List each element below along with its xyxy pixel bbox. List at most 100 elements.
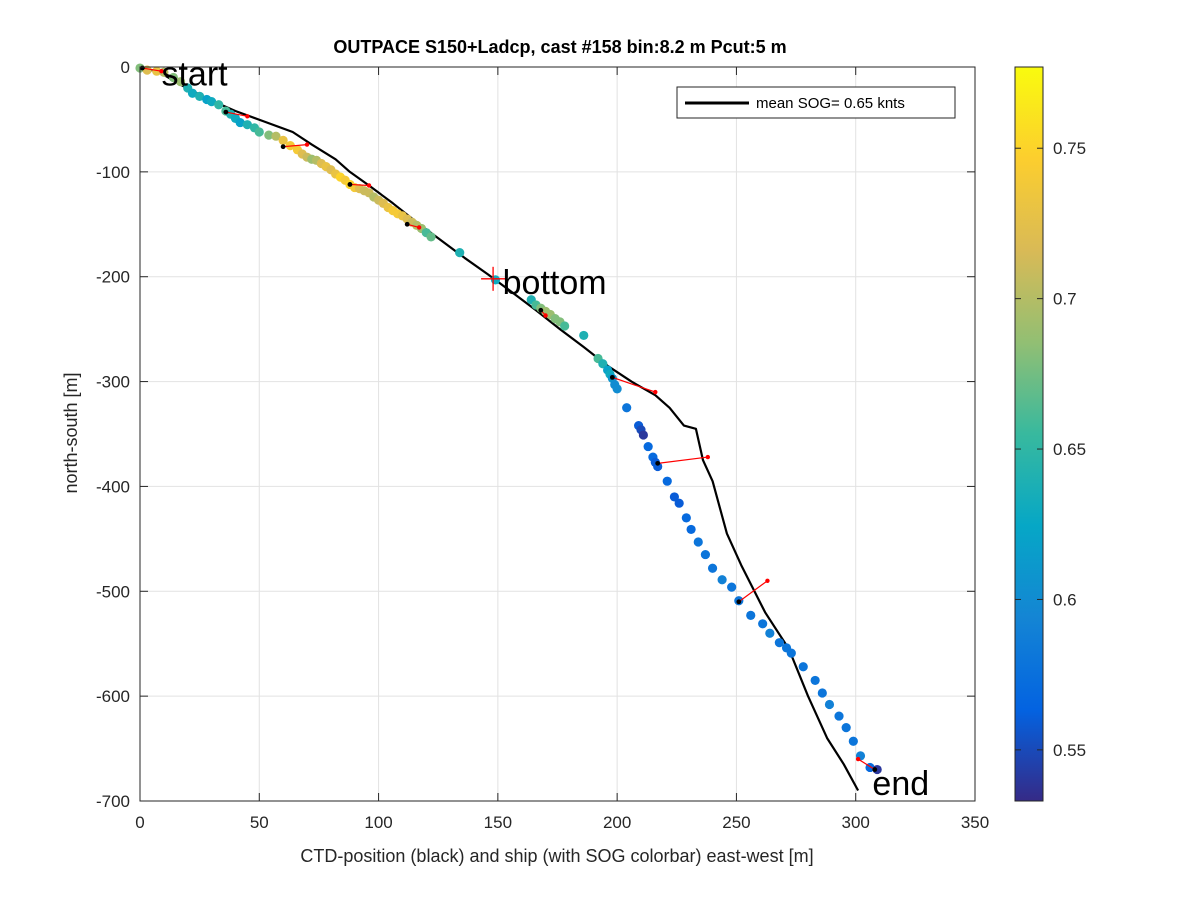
x-tick-label: 100 (364, 813, 392, 832)
colorbar-tick-label: 0.75 (1053, 139, 1086, 158)
colorbar-tick-label: 0.55 (1053, 741, 1086, 760)
ship-point (455, 247, 465, 258)
ship-point (622, 403, 632, 413)
ship-point (579, 330, 589, 341)
y-tick-label: -300 (96, 373, 130, 392)
x-axis-label: CTD-position (black) and ship (with SOG … (300, 846, 813, 866)
ship-point (598, 359, 608, 369)
ctd-link-point (855, 756, 861, 762)
ship-point (206, 97, 217, 107)
annotation-end: end (872, 765, 929, 803)
ship-point (490, 275, 501, 285)
x-tick-label: 50 (250, 813, 269, 832)
ctd-link-point (653, 389, 658, 395)
ship-point (817, 688, 827, 698)
offset-links (139, 65, 878, 772)
ship-point (746, 610, 756, 621)
colorbar-tick-label: 0.7 (1053, 290, 1077, 309)
colorbar-tick-label: 0.6 (1053, 590, 1077, 609)
ctd-track-line (139, 65, 860, 792)
ctd-link-point (765, 578, 770, 583)
ctd-link-point (304, 142, 310, 147)
x-tick-label: 350 (961, 813, 989, 832)
ctd-link-point (416, 225, 422, 230)
ship-point (638, 430, 648, 440)
chart-title: OUTPACE S150+Ladcp, cast #158 bin:8.2 m … (333, 37, 786, 57)
colorbar-ticks: 0.55 0.6 0.65 0.7 0.75 (1015, 139, 1086, 760)
ship-point (834, 711, 844, 721)
y-tick-label: 0 (121, 58, 130, 77)
ship-link-point (139, 65, 145, 71)
ship-point (686, 524, 696, 535)
ship-point (674, 498, 684, 508)
ship-point (681, 513, 691, 523)
ship-point (643, 441, 653, 452)
annotations: start bottom end (161, 55, 929, 803)
ship-link-point (736, 599, 742, 605)
legend-entry: mean SOG= 0.65 knts (756, 95, 905, 112)
ctd-link-point (366, 183, 372, 188)
ship-point (707, 563, 718, 573)
x-tick-label: 150 (484, 813, 512, 832)
offset-link (738, 580, 768, 603)
x-tick-label: 0 (135, 813, 144, 832)
ship-link-point (223, 109, 229, 115)
annotation-bottom: bottom (503, 264, 607, 302)
markers (481, 266, 506, 291)
ship-point (254, 127, 264, 137)
ship-point (426, 232, 436, 242)
ship-link-point (655, 460, 661, 466)
offset-link (283, 143, 308, 148)
ship-point (810, 675, 820, 686)
ship-point (187, 88, 198, 98)
ship-link-point (609, 374, 615, 380)
plot-area (140, 67, 975, 801)
ship-point (758, 619, 768, 629)
offset-link (142, 67, 162, 72)
ship-point (824, 699, 835, 710)
y-axis-ticks: 0 -100 -200 -300 -400 -500 -600 -700 (96, 58, 975, 811)
ship-point (786, 648, 796, 658)
x-tick-label: 300 (842, 813, 870, 832)
offset-link (225, 111, 248, 117)
ship-link-point (280, 144, 286, 150)
ship-point (612, 384, 622, 394)
annotation-start: start (161, 55, 228, 93)
ship-point (717, 575, 727, 585)
x-tick-label: 200 (603, 813, 631, 832)
ctd-link-point (245, 114, 250, 119)
ship-point (142, 65, 152, 75)
y-tick-label: -200 (96, 268, 130, 287)
ship-point (765, 628, 775, 638)
ship-point (669, 492, 680, 502)
ship-point (662, 476, 672, 486)
ship-point (693, 537, 703, 547)
ship-point (214, 100, 224, 110)
ctd-track (139, 65, 860, 792)
ship-link-point (538, 307, 544, 313)
ship-point (195, 91, 205, 101)
offset-link (657, 456, 708, 464)
plot-frame (139, 66, 976, 802)
x-tick-label: 250 (722, 813, 750, 832)
offset-link (857, 758, 876, 771)
offset-link (612, 376, 656, 393)
ship-point (278, 135, 288, 145)
ctd-link-point (543, 313, 548, 318)
x-axis-ticks: 0 50 100 150 200 250 300 350 (135, 67, 989, 832)
ship-point (848, 736, 858, 746)
ship-point (653, 461, 663, 472)
ship-point (560, 321, 570, 331)
y-tick-label: -400 (96, 477, 130, 496)
ship-point (727, 582, 737, 592)
ship-point (700, 549, 711, 560)
colorbar-gradient (1014, 66, 1044, 802)
ship-point (175, 77, 186, 87)
ship-link-point (872, 767, 878, 772)
offset-link (349, 183, 370, 187)
ctd-link-point (705, 454, 710, 460)
ship-point (152, 66, 162, 76)
y-tick-label: -100 (96, 163, 130, 182)
ship-point (841, 723, 851, 733)
